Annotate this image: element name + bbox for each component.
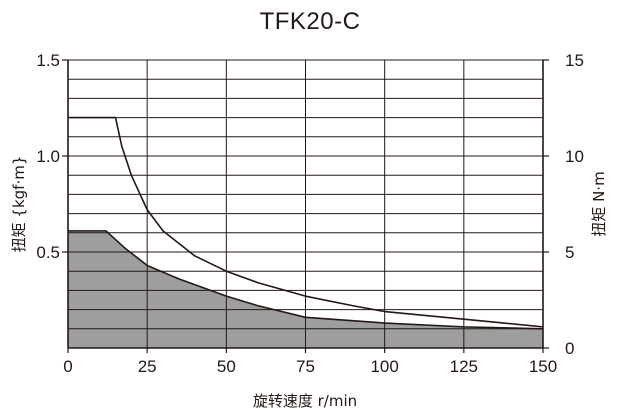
upper-curve	[68, 116, 544, 328]
y-tick-left: 1.0	[36, 147, 60, 166]
lower-curve	[68, 230, 544, 330]
axes	[62, 59, 549, 353]
shaded-area-fill	[68, 230, 543, 348]
y-tick-right: 15	[565, 51, 584, 70]
y-tick-left: 0.5	[36, 243, 60, 262]
y-tick-right: 5	[565, 243, 574, 262]
x-axis-label: 旋转速度 r/min	[253, 392, 357, 410]
x-tick: 150	[529, 357, 557, 376]
y-axis-label-right: 扭矩 N·m	[590, 171, 608, 236]
curves	[68, 116, 544, 330]
shaded-area	[68, 230, 543, 348]
x-tick: 50	[217, 357, 236, 376]
y-axis-label-left: 扭矩 {kgf·m}	[10, 156, 28, 253]
y-tick-right: 10	[565, 147, 584, 166]
x-tick: 0	[63, 357, 72, 376]
y-tick-left: 1.5	[36, 51, 60, 70]
chart-title: TFK20-C	[259, 8, 361, 35]
x-tick: 125	[450, 357, 478, 376]
y-tick-right: 0	[565, 339, 574, 358]
x-tick: 100	[370, 357, 398, 376]
x-tick: 75	[296, 357, 315, 376]
x-tick: 25	[138, 357, 157, 376]
